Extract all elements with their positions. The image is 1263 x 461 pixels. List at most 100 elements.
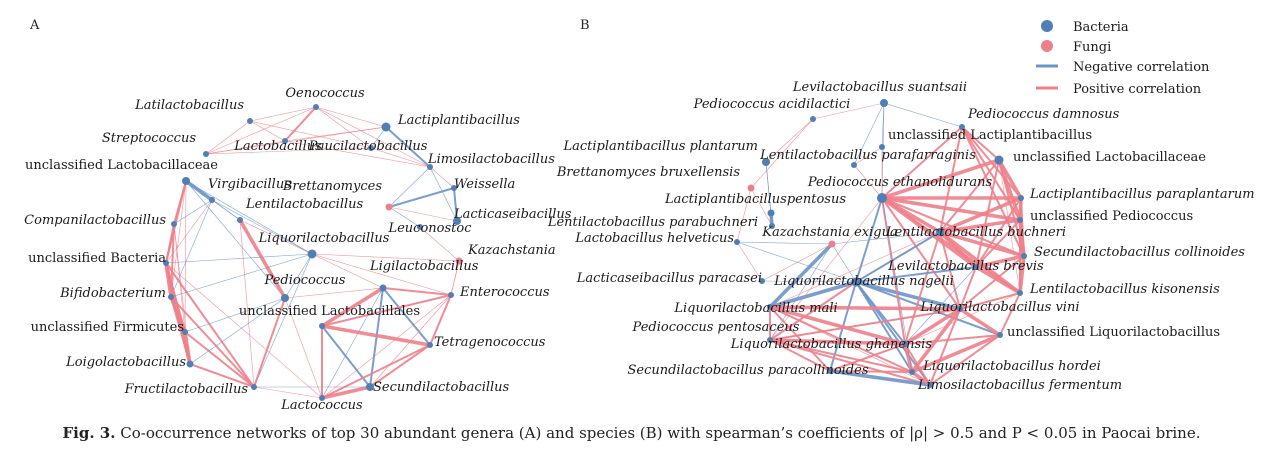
bacteria-node-virgi	[209, 197, 215, 203]
negative-correlation-edge-lcpara-lnage	[761, 280, 857, 283]
positive-correlation-edge-unclLq-lghan	[904, 334, 1001, 345]
positive-correlation-edge-lenti-pedio	[238, 219, 287, 299]
positive-correlation-edge-entero-unclLac	[321, 294, 452, 327]
node-label-lacto: Lactococcus	[280, 398, 363, 413]
negative-correlation-edge-suant-unclLp	[881, 102, 885, 148]
positive-correlation-edge-lmali-lghan	[769, 305, 906, 346]
bacteria-node-liquori	[307, 249, 317, 259]
bacteria-node-lbuch	[936, 228, 944, 236]
bacteria-node-pacid	[810, 116, 816, 122]
positive-correlation-edge-kazach-entero	[450, 260, 460, 296]
positive-correlation-edge-lacto-fructi	[253, 386, 323, 399]
bacteria-node-loigo	[186, 360, 194, 368]
negative-correlation-edge-brett-leuco	[388, 206, 421, 228]
panel-b-letter: B	[580, 18, 590, 33]
node-label-lenti: Lentilactobacillus	[245, 197, 364, 212]
positive-correlation-edge-unclPed-lbrev	[975, 219, 1021, 268]
positive-correlation-edge-ligil-unclLac	[321, 286, 384, 328]
bacteria-node-lacto	[319, 395, 325, 401]
bacteria-node-lparab	[769, 223, 775, 229]
bacteria-node-lactob	[282, 138, 288, 144]
figure-caption: Fig. 3. Co-occurrence networks of top 30…	[0, 424, 1263, 442]
bacteria-node-ppent	[767, 337, 773, 343]
positive-correlation-edge-latil-pauci	[249, 120, 372, 149]
positive-correlation-edge-unclBac-fructi	[165, 262, 255, 388]
bacteria-node-entero	[448, 292, 454, 298]
positive-correlation-edge-pedio-lacto	[284, 297, 323, 399]
labels-panel-a: Oenococcus Latilactobacillus Lactiplantiba…	[24, 86, 572, 413]
positive-correlation-edge-pdamn-lbuch	[939, 126, 963, 233]
positive-correlation-edge-pacid-bbrux	[750, 118, 814, 189]
positive-correlation-edge-pethan-unclLbB	[881, 158, 1000, 200]
legend-label-1: Fungi	[1073, 40, 1111, 55]
bacteria-node-leuco	[417, 224, 423, 230]
negative-correlation-edge-kexig-ppent	[769, 243, 833, 341]
bacteria-node-scolli	[1021, 253, 1027, 259]
bacteria-node-lbrev	[973, 264, 979, 270]
positive-correlation-edge-unclLac-tetra	[321, 324, 431, 347]
node-label-lnage: Liquorilactobacillus nagelii	[773, 274, 954, 289]
positive-correlation-edge-pethan-unclPed	[881, 196, 1021, 222]
positive-correlation-edge-oeno-limosi	[315, 106, 431, 168]
negative-correlation-edge-ligil-tetra	[382, 287, 431, 346]
positive-correlation-edge-lenti-fructi	[239, 219, 255, 388]
node-label-lactip: Lactiplantibacillus	[397, 113, 520, 128]
bacteria-node-lacticas	[453, 217, 461, 225]
negative-correlation-edge-unclLb-pedio	[185, 180, 286, 299]
negative-correlation-edge-lnage-lhord	[855, 281, 913, 373]
positive-correlation-edge-unclLbB-lkiso	[998, 159, 1021, 294]
bacteria-node-unclLb	[182, 177, 190, 185]
positive-correlation-edge-lkiso-lghan	[904, 292, 1021, 345]
negative-correlation-edge-ligil-lacto	[321, 287, 384, 399]
positive-correlation-edge-unclLq-lferm	[929, 334, 1001, 386]
positive-correlation-edge-unclLb-unclFirm	[184, 180, 187, 333]
negative-correlation-edge-lnage-lmali	[769, 280, 857, 309]
negative-correlation-edge-suant-pdamn	[883, 102, 963, 128]
node-label-entero: Enterococcus	[459, 285, 550, 300]
positive-correlation-edge-tetra-lacto	[321, 344, 431, 399]
positive-correlation-edge-lactip-oeno	[315, 106, 387, 128]
node-label-lkiso: Lentilactobacillus kisonensis	[1029, 282, 1220, 297]
negative-correlation-edge-pedio-unclFirm	[184, 297, 286, 333]
positive-correlation-edge-lparap-lbuch	[939, 196, 1022, 234]
bacteria-node-pdamn	[959, 124, 965, 130]
positive-correlation-edge-pethan-lghan	[881, 197, 906, 345]
bacteria-node-lplant	[762, 158, 770, 166]
positive-correlation-edge-loigo-fructi	[189, 363, 255, 388]
negative-correlation-edge-lbrev-lnage	[855, 266, 977, 283]
legend: Bacteria Fungi Negative correlation Positiv…	[1036, 20, 1210, 97]
bacteria-node-lkiso	[1017, 290, 1023, 296]
bacteria-node-lghan	[902, 341, 908, 347]
positive-correlation-edge-strep-lactob	[205, 140, 286, 155]
node-label-ligil: Ligilactobacillus	[369, 259, 479, 274]
negative-correlation-edge-unclLac-secund	[321, 325, 371, 388]
bacteria-node-secund	[366, 383, 374, 391]
legend-fungi-swatch	[1041, 40, 1053, 52]
bacteria-node-unclLac	[319, 323, 325, 329]
positive-correlation-edge-lactob-limosi	[284, 140, 431, 168]
node-label-compa: Companilactobacillus	[24, 213, 166, 228]
bacteria-node-spcol	[827, 368, 833, 374]
node-label-unclLq: unclassified Liquorilactobacillus	[1007, 325, 1220, 340]
positive-correlation-edge-liquori-kazach	[311, 253, 460, 262]
positive-correlation-edge-bbrux-lhelv	[736, 187, 752, 243]
node-label-brett: Brettanomyces	[282, 179, 383, 194]
node-label-lparaf: Lentilactobacillus parafarraginis	[759, 148, 976, 163]
negative-correlation-edge-suant-lparaf	[853, 102, 885, 166]
caption-label: Fig. 3.	[62, 424, 116, 442]
positive-correlation-edge-pacid-lplant	[765, 118, 814, 163]
positive-correlation-edge-lvini-lghan	[904, 307, 961, 346]
negative-correlation-edge-lactip-limosi	[385, 126, 431, 168]
nodes-panel-b	[734, 99, 1027, 388]
bacteria-node-unclPed	[1017, 217, 1023, 223]
bacteria-node-tetra	[427, 342, 433, 348]
positive-correlation-edge-unclLq-lhord	[911, 333, 1001, 374]
fungi-node-brett	[385, 203, 393, 211]
bacteria-node-unclFirm	[182, 329, 188, 335]
positive-correlation-edge-entero-tetra	[429, 294, 452, 346]
negative-correlation-edge-pethan-lnage	[855, 197, 883, 283]
bacteria-node-unclBac	[163, 260, 169, 266]
edges-panel-b	[736, 102, 1026, 387]
bacteria-node-lmali	[767, 304, 773, 310]
